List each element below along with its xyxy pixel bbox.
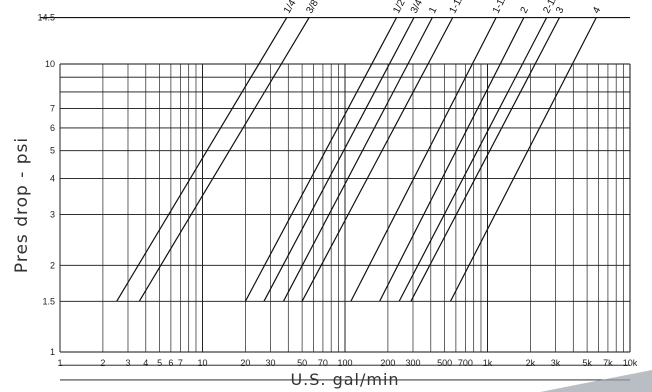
series-label: 3 xyxy=(554,5,567,15)
x-tick-label: 700 xyxy=(458,358,473,368)
series-label: 3/8 xyxy=(304,0,321,16)
series-line xyxy=(449,17,597,302)
y-tick-label: 3 xyxy=(50,210,55,220)
series-label: 1/2 xyxy=(391,0,407,15)
series-label: 4 xyxy=(591,5,604,15)
series-lines: 1/4 3/8 1/2 3/4 1 1-1/4 1-1/2 2 2-1/23 4 xyxy=(116,0,604,302)
series-line xyxy=(263,17,415,302)
y-tick-label: 1 xyxy=(50,347,55,357)
y-tick-labels: 1 1.5 2 3 4 5 6 7 10 14.5 xyxy=(37,13,55,357)
y-tick-label: 6 xyxy=(50,123,55,133)
y-tick-label: 1.5 xyxy=(42,296,55,306)
series-label: 3/4 xyxy=(409,0,425,15)
series-line xyxy=(138,17,310,302)
x-tick-label: 2k xyxy=(526,358,536,368)
series-line xyxy=(398,17,548,302)
x-tick-label: 4 xyxy=(143,358,148,368)
series-label: 1/4 xyxy=(282,0,299,16)
x-tick-label: 20 xyxy=(240,358,250,368)
y-tick-label: 7 xyxy=(50,104,55,114)
y-tick-label: 4 xyxy=(50,174,55,184)
x-tick-label: 6 xyxy=(168,358,173,368)
y-axis-label: Pres drop - psi xyxy=(12,137,32,273)
series-label: 1-1/4 xyxy=(448,0,469,15)
series-line xyxy=(410,17,561,302)
x-tick-label: 200 xyxy=(380,358,395,368)
x-tick-label: 50 xyxy=(297,358,307,368)
series-line xyxy=(379,17,525,302)
x-tick-labels: 1 2 3 4 5 6 7 10 20 30 50 70 100 200 300 500 700 1k 2k 3k 5k… xyxy=(57,358,637,368)
x-tick-label: 10 xyxy=(197,358,207,368)
x-tick-label: 7k xyxy=(603,358,613,368)
grid xyxy=(40,16,631,381)
x-tick-label: 7 xyxy=(178,358,183,368)
series-line xyxy=(116,17,288,302)
x-axis-label: U.S. gal/min xyxy=(290,370,399,389)
y-tick-label: 5 xyxy=(50,146,55,156)
series-label: 2 xyxy=(519,5,532,15)
series-label: 1 xyxy=(427,5,440,15)
x-tick-label: 500 xyxy=(437,358,452,368)
x-tick-label: 70 xyxy=(318,358,328,368)
x-tick-label: 100 xyxy=(337,358,352,368)
x-tick-label: 30 xyxy=(265,358,275,368)
series-line xyxy=(282,17,433,302)
series-line xyxy=(350,17,497,302)
x-tick-label: 5 xyxy=(157,358,162,368)
series-line xyxy=(244,17,398,302)
y-tick-label: 10 xyxy=(45,59,55,69)
y-tick-label: 2 xyxy=(50,260,55,270)
x-tick-label: 1 xyxy=(57,358,62,368)
series-line xyxy=(301,17,454,302)
x-tick-label: 3 xyxy=(125,358,130,368)
x-tick-label: 5k xyxy=(582,358,592,368)
x-tick-label: 300 xyxy=(405,358,420,368)
series-label: 1-1/2 xyxy=(491,0,511,15)
x-tick-label: 3k xyxy=(551,358,561,368)
x-tick-label: 10k xyxy=(623,358,638,368)
y-tick-label: 14.5 xyxy=(37,13,55,23)
page-curl xyxy=(540,370,652,392)
x-tick-label: 1k xyxy=(483,358,493,368)
x-tick-label: 2 xyxy=(100,358,105,368)
